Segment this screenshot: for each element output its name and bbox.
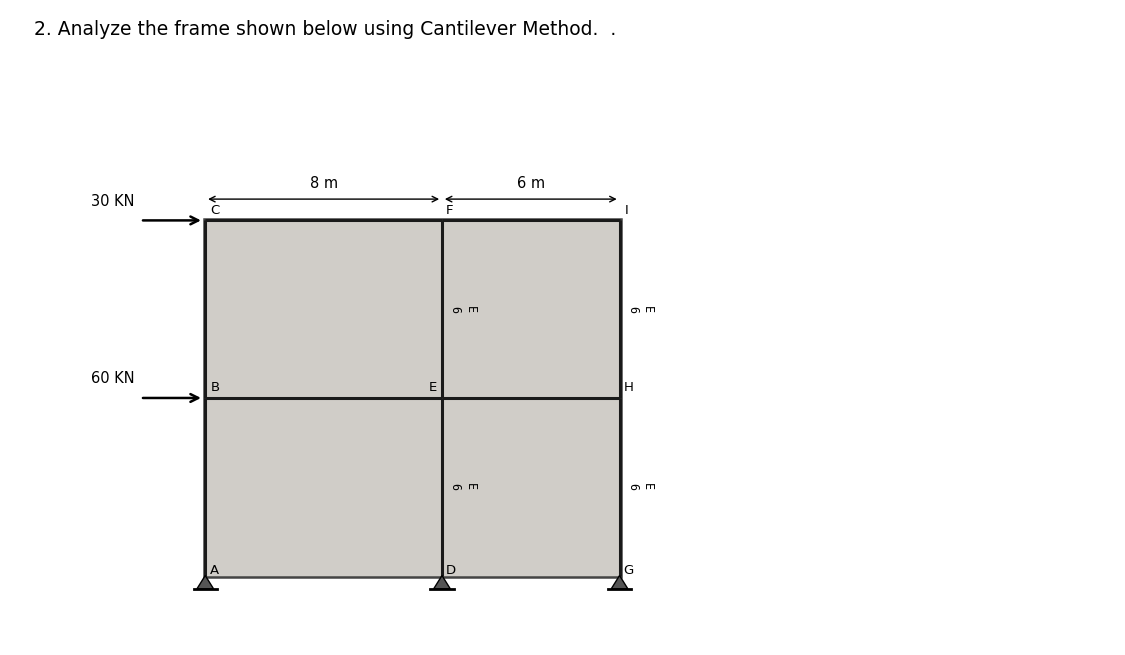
Text: E: E <box>429 381 436 394</box>
Text: F: F <box>446 204 453 217</box>
Text: B: B <box>210 381 219 394</box>
Polygon shape <box>611 576 628 589</box>
Text: 2. Analyze the frame shown below using Cantilever Method.  .: 2. Analyze the frame shown below using C… <box>34 20 616 39</box>
Text: E
6: E 6 <box>449 306 477 312</box>
Text: E
6: E 6 <box>626 306 654 312</box>
Text: E
6: E 6 <box>449 483 477 491</box>
Text: D: D <box>446 564 456 577</box>
Text: 8 m: 8 m <box>309 176 337 191</box>
Text: I: I <box>624 204 629 217</box>
Text: H: H <box>624 381 633 394</box>
Text: 6 m: 6 m <box>516 176 544 191</box>
Bar <box>204 219 621 577</box>
Text: G: G <box>623 564 633 577</box>
Text: 30 KN: 30 KN <box>91 194 134 208</box>
Text: E
6: E 6 <box>626 483 654 491</box>
Text: C: C <box>210 204 219 217</box>
Polygon shape <box>434 576 450 589</box>
Text: 60 KN: 60 KN <box>91 371 134 386</box>
Text: A: A <box>209 564 218 577</box>
Polygon shape <box>197 576 214 589</box>
